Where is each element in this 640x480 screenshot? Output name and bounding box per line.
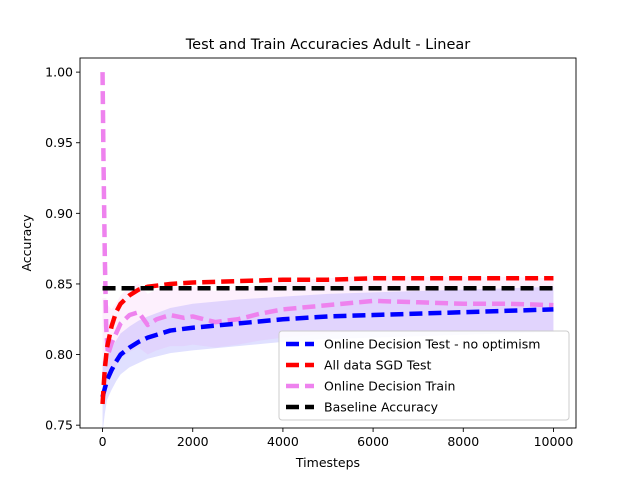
x-tick-label: 10000: [534, 434, 574, 449]
x-tick-label: 6000: [357, 434, 389, 449]
legend: Online Decision Test - no optimism All da…: [278, 330, 570, 421]
y-axis-ticks: 0.75 0.80 0.85 0.90 0.95 1.00: [45, 65, 80, 433]
x-tick-label: 4000: [267, 434, 299, 449]
legend-label-online-decision-train: Online Decision Train: [324, 379, 455, 394]
x-axis-label: Timesteps: [295, 455, 360, 470]
x-tick-label: 8000: [447, 434, 479, 449]
y-tick-label: 0.95: [45, 135, 73, 150]
legend-label-online-decision-test-no-optimism: Online Decision Test - no optimism: [324, 337, 540, 352]
series-line-online-decision-test-no-optimism: [100, 307, 554, 398]
x-tick-label: 0: [99, 434, 107, 449]
series-line-all-data-sgd-test: [100, 276, 554, 405]
x-tick-label: 2000: [177, 434, 209, 449]
y-tick-label: 0.75: [45, 418, 73, 433]
legend-box: [278, 330, 570, 421]
x-axis-ticks: 0 2000 4000 6000 8000 10000: [99, 428, 574, 449]
legend-label-all-data-sgd-test: All data SGD Test: [324, 358, 432, 373]
legend-label-baseline-accuracy: Baseline Accuracy: [324, 400, 439, 415]
series-lines: [100, 72, 554, 405]
plot-frame: [79, 57, 577, 429]
y-axis-label: Accuracy: [19, 214, 34, 272]
chart-title: Test and Train Accuracies Adult - Linear: [185, 37, 471, 53]
y-tick-label: 1.00: [45, 65, 73, 80]
y-tick-label: 0.85: [45, 276, 73, 291]
y-tick-label: 0.80: [45, 347, 73, 362]
y-tick-label: 0.90: [45, 206, 73, 221]
